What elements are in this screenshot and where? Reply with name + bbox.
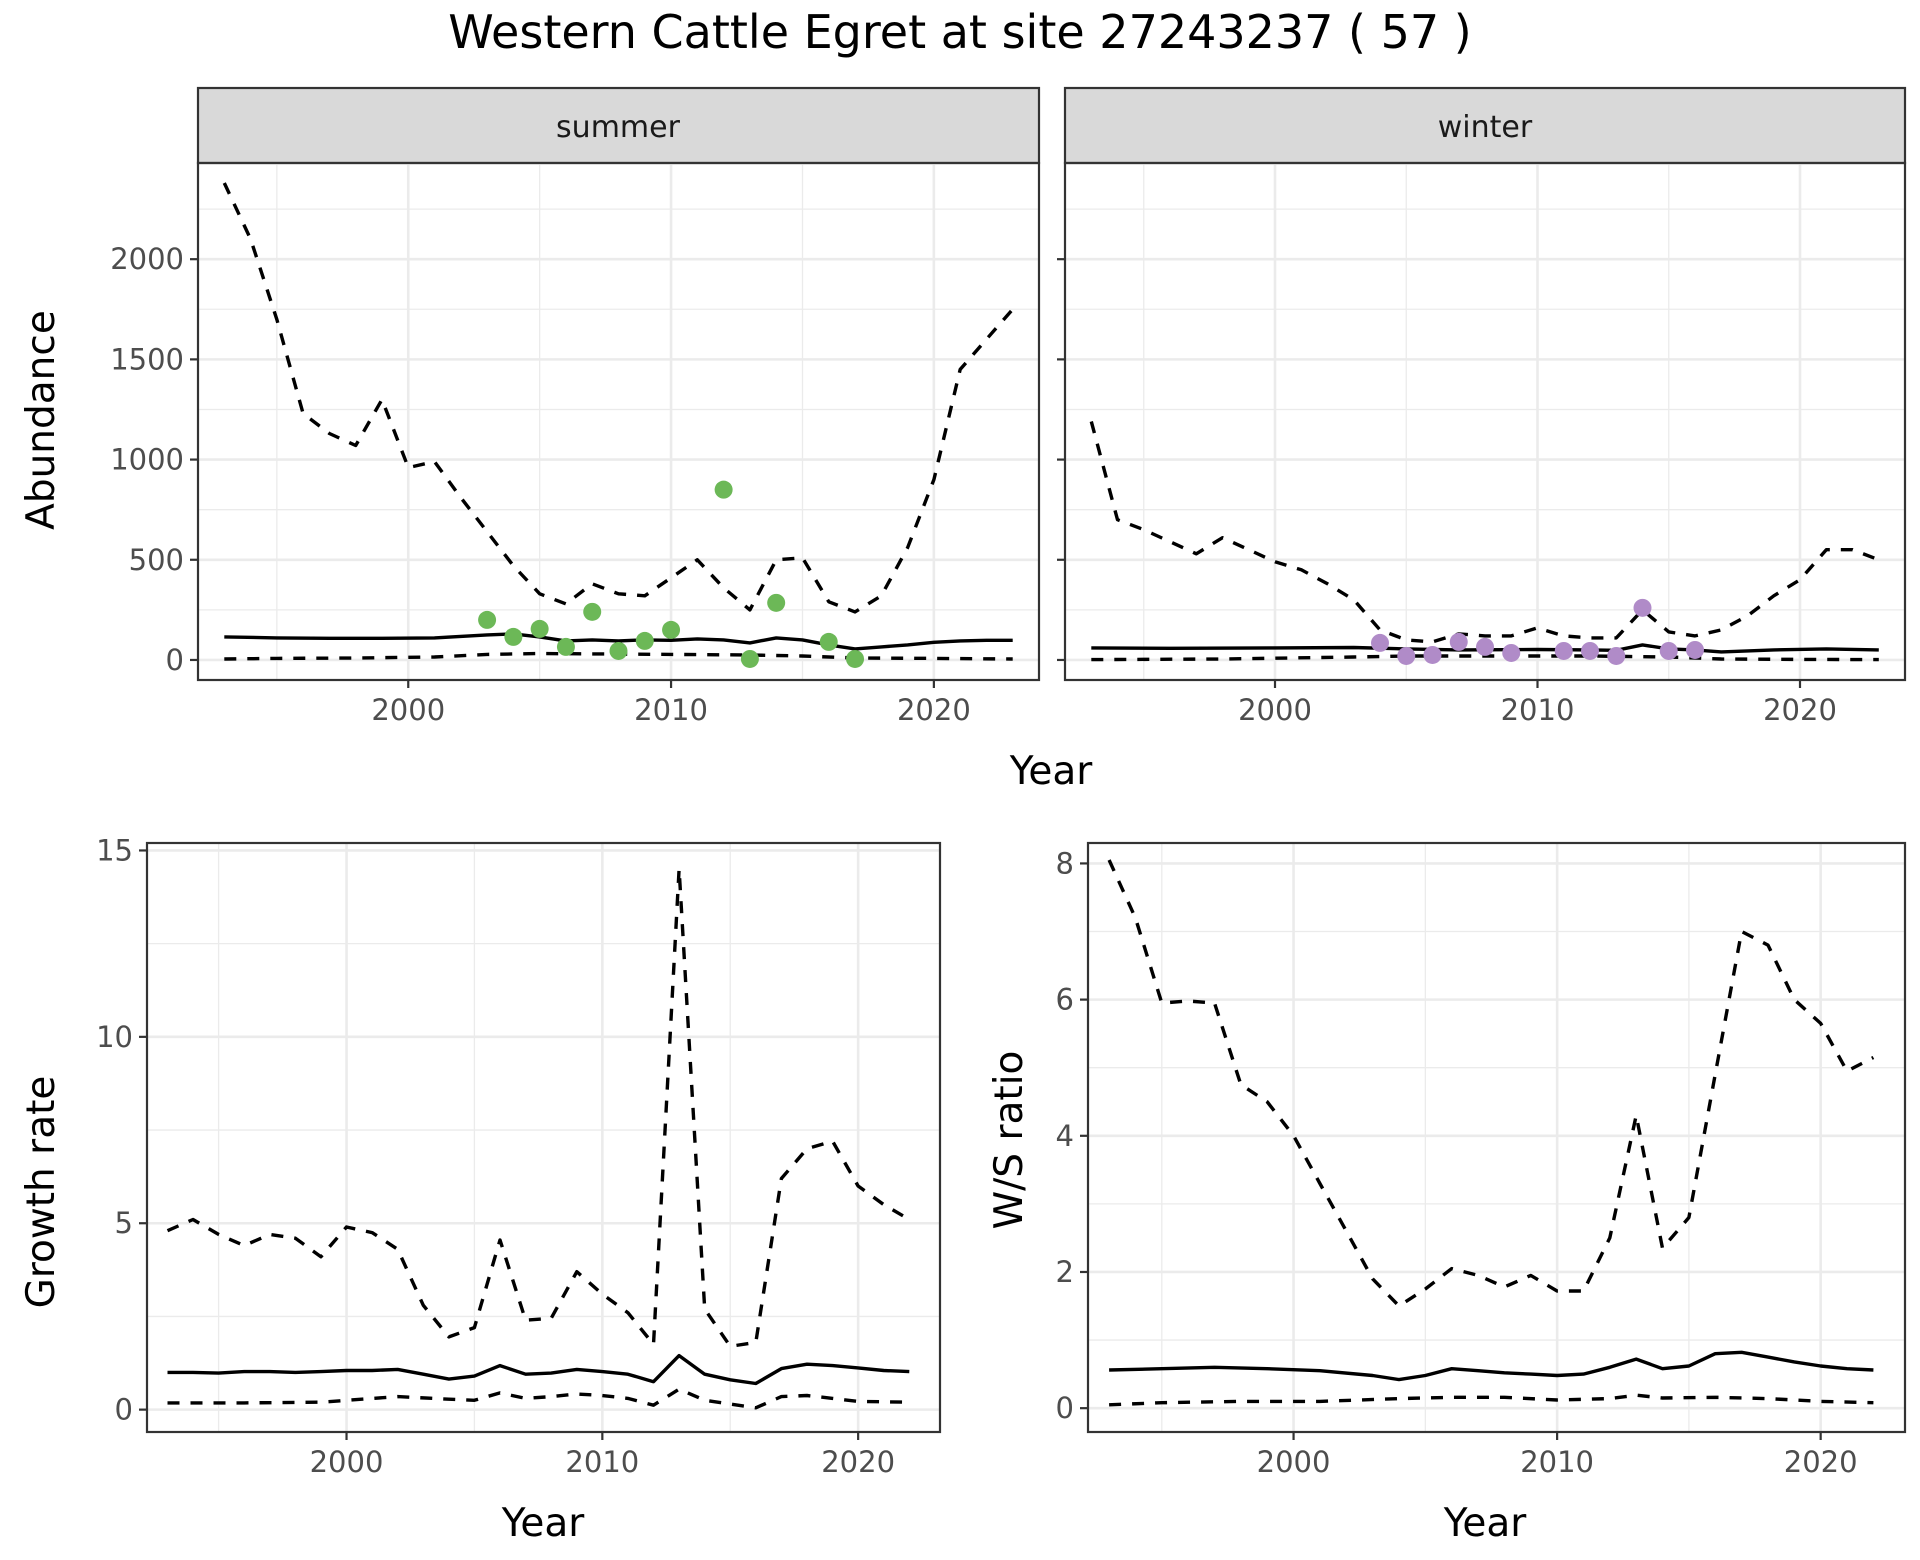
y-axis-title-abundance: Abundance xyxy=(19,310,64,530)
y-tick-label: 0 xyxy=(166,643,184,677)
upper-bound-line xyxy=(166,867,911,1348)
x-tick-label: 2000 xyxy=(371,693,445,727)
observation-point xyxy=(767,593,786,612)
observation-point xyxy=(609,641,628,660)
facet-strip xyxy=(196,86,1041,165)
observation-point xyxy=(1607,646,1626,665)
observation-point xyxy=(635,631,654,650)
observation-point xyxy=(1686,640,1704,659)
observation-point xyxy=(530,619,549,638)
y-tick-label: 10 xyxy=(96,1020,133,1054)
observation-point xyxy=(1476,637,1494,656)
mean-line xyxy=(1091,643,1879,654)
panel-background xyxy=(1088,843,1905,1432)
observation-point xyxy=(846,649,865,668)
x-tick-label: 2010 xyxy=(1520,1445,1594,1479)
y-tick-label: 2 xyxy=(1056,1255,1074,1289)
strip-label-winter: winter xyxy=(1438,110,1533,145)
panel-background xyxy=(1065,163,1905,680)
x-axis-title-ws-ratio: Year xyxy=(1443,1501,1528,1546)
observation-point xyxy=(740,649,759,668)
y-tick-label: 1500 xyxy=(110,342,184,376)
y-tick-label: 500 xyxy=(129,543,184,577)
upper-bound-line xyxy=(1107,859,1875,1308)
y-tick-label: 2000 xyxy=(110,242,184,276)
x-axis-title-abundance: Year xyxy=(1009,749,1094,794)
x-tick-label: 2000 xyxy=(310,1445,384,1479)
upper-bound-line xyxy=(1089,421,1880,644)
x-tick-label: 2010 xyxy=(634,693,708,727)
observation-point xyxy=(1423,645,1442,664)
y-tick-label: 0 xyxy=(115,1393,133,1427)
x-tick-label: 2020 xyxy=(821,1445,895,1479)
facet-strip xyxy=(1063,86,1907,165)
observation-point xyxy=(819,632,838,651)
mean-line xyxy=(1109,1350,1874,1382)
panel-background xyxy=(147,843,940,1432)
y-tick-label: 6 xyxy=(1056,983,1074,1017)
x-tick-label: 2010 xyxy=(565,1445,639,1479)
panel-background xyxy=(198,163,1039,680)
panel-frame xyxy=(145,841,942,1434)
panel-frame xyxy=(196,161,1041,682)
upper-bound-line xyxy=(222,182,1014,614)
lower-bound-line xyxy=(167,1387,910,1410)
panel-frame xyxy=(1086,841,1907,1434)
y-tick-label: 5 xyxy=(115,1206,133,1240)
observation-point xyxy=(1633,598,1652,617)
x-tick-label: 2020 xyxy=(1763,693,1837,727)
observation-point xyxy=(1659,641,1678,660)
observation-point xyxy=(556,637,575,656)
strip-label-summer: summer xyxy=(556,110,681,145)
y-tick-label: 0 xyxy=(1056,1391,1074,1425)
y-tick-label: 8 xyxy=(1056,846,1074,880)
y-tick-label: 15 xyxy=(96,833,133,867)
panel-frame xyxy=(1063,161,1907,682)
observation-point xyxy=(1554,641,1573,660)
y-tick-label: 1000 xyxy=(110,443,184,477)
lower-bound-line xyxy=(1091,654,1879,662)
mean-line xyxy=(224,632,1013,651)
lower-bound-line xyxy=(1109,1393,1874,1407)
mean-line xyxy=(167,1353,910,1386)
x-tick-label: 2000 xyxy=(1238,693,1312,727)
observation-point xyxy=(583,602,602,621)
observation-point xyxy=(1371,633,1389,652)
observation-point xyxy=(714,480,733,499)
x-tick-label: 2010 xyxy=(1501,693,1575,727)
observation-point xyxy=(478,610,497,629)
observation-point xyxy=(1449,632,1468,651)
x-tick-label: 2020 xyxy=(897,693,971,727)
x-tick-label: 2020 xyxy=(1784,1445,1858,1479)
ws-ratio-panel: 2000 2010 2020 0 2 4 6 8 xyxy=(1056,841,1907,1479)
observation-point xyxy=(504,627,523,646)
x-tick-label: 2000 xyxy=(1257,1445,1331,1479)
y-tick-label: 4 xyxy=(1056,1119,1074,1153)
y-axis-title-ws-ratio: W/S ratio xyxy=(987,1051,1032,1230)
observation-point xyxy=(662,620,681,639)
observation-point xyxy=(1581,641,1599,660)
x-axis-title-growth-rate: Year xyxy=(501,1501,586,1546)
abundance-winter-panel: 2000 2010 2020 xyxy=(1057,86,1907,727)
observation-point xyxy=(1502,643,1521,662)
abundance-summer-panel: 2000 2010 2020 0 500 1000 1500 2000 xyxy=(110,86,1041,727)
observation-point xyxy=(1397,646,1416,665)
growth-rate-panel: 2000 2010 2020 0 5 10 15 xyxy=(96,833,942,1479)
y-axis-title-growth-rate: Growth rate xyxy=(19,1076,64,1309)
main-title: Western Cattle Egret at site 27243237 ( … xyxy=(448,5,1471,59)
